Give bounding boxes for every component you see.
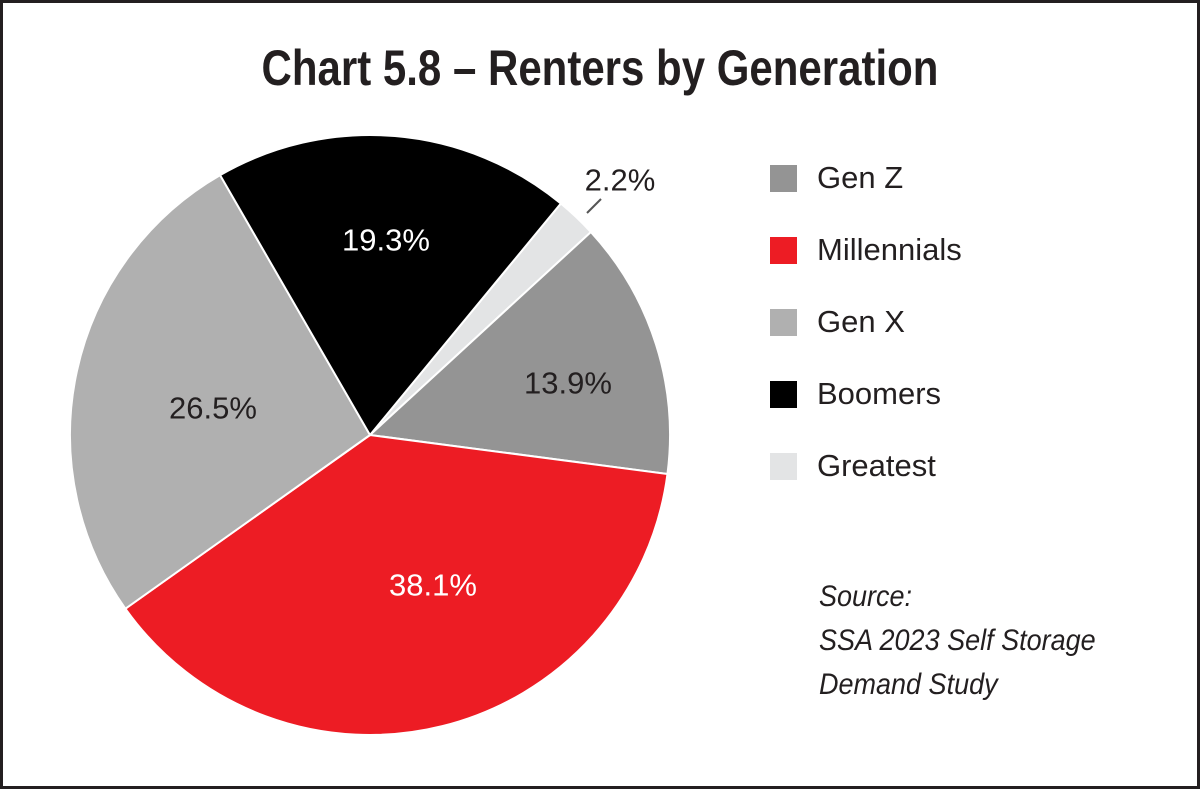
legend-label: Boomers xyxy=(817,376,942,411)
data-label-gen-z: 13.9% xyxy=(524,366,612,401)
source-line: Source: xyxy=(819,580,913,613)
data-label-greatest: 2.2% xyxy=(585,163,656,198)
pie-slice-millennials xyxy=(124,433,669,736)
pie-slice-gen-z xyxy=(367,230,671,476)
source-line: SSA 2023 Self Storage xyxy=(819,624,1096,657)
pie-chart: 13.9% 38.1% 26.5% 19.3% 2.2% xyxy=(69,134,671,736)
legend-item: Gen X xyxy=(770,304,905,339)
pie-slice-boomers xyxy=(218,134,563,437)
chart-title: Chart 5.8 – Renters by Generation xyxy=(261,40,939,96)
legend-label: Millennials xyxy=(817,232,962,267)
legend-swatch xyxy=(770,308,797,336)
legend-swatch xyxy=(770,380,797,408)
source-line: Demand Study xyxy=(819,668,998,701)
legend-label: Greatest xyxy=(817,448,936,483)
source-note: Source: SSA 2023 Self Storage Demand Stu… xyxy=(819,575,1096,707)
pie-slice-gen-x xyxy=(69,173,372,611)
legend-label: Gen X xyxy=(817,304,905,339)
leader-line xyxy=(586,198,602,214)
legend-label: Gen Z xyxy=(817,160,904,195)
data-label-millennials: 38.1% xyxy=(389,568,477,603)
data-label-boomers: 19.3% xyxy=(342,223,430,258)
legend-item: Boomers xyxy=(770,376,942,411)
data-label-gen-x: 26.5% xyxy=(169,391,257,426)
legend-item: Gen Z xyxy=(770,160,904,195)
legend-swatch xyxy=(770,164,797,192)
legend-swatch xyxy=(770,452,797,480)
legend-item: Millennials xyxy=(770,232,962,267)
legend-swatch xyxy=(770,236,797,264)
legend-item: Greatest xyxy=(770,448,936,483)
